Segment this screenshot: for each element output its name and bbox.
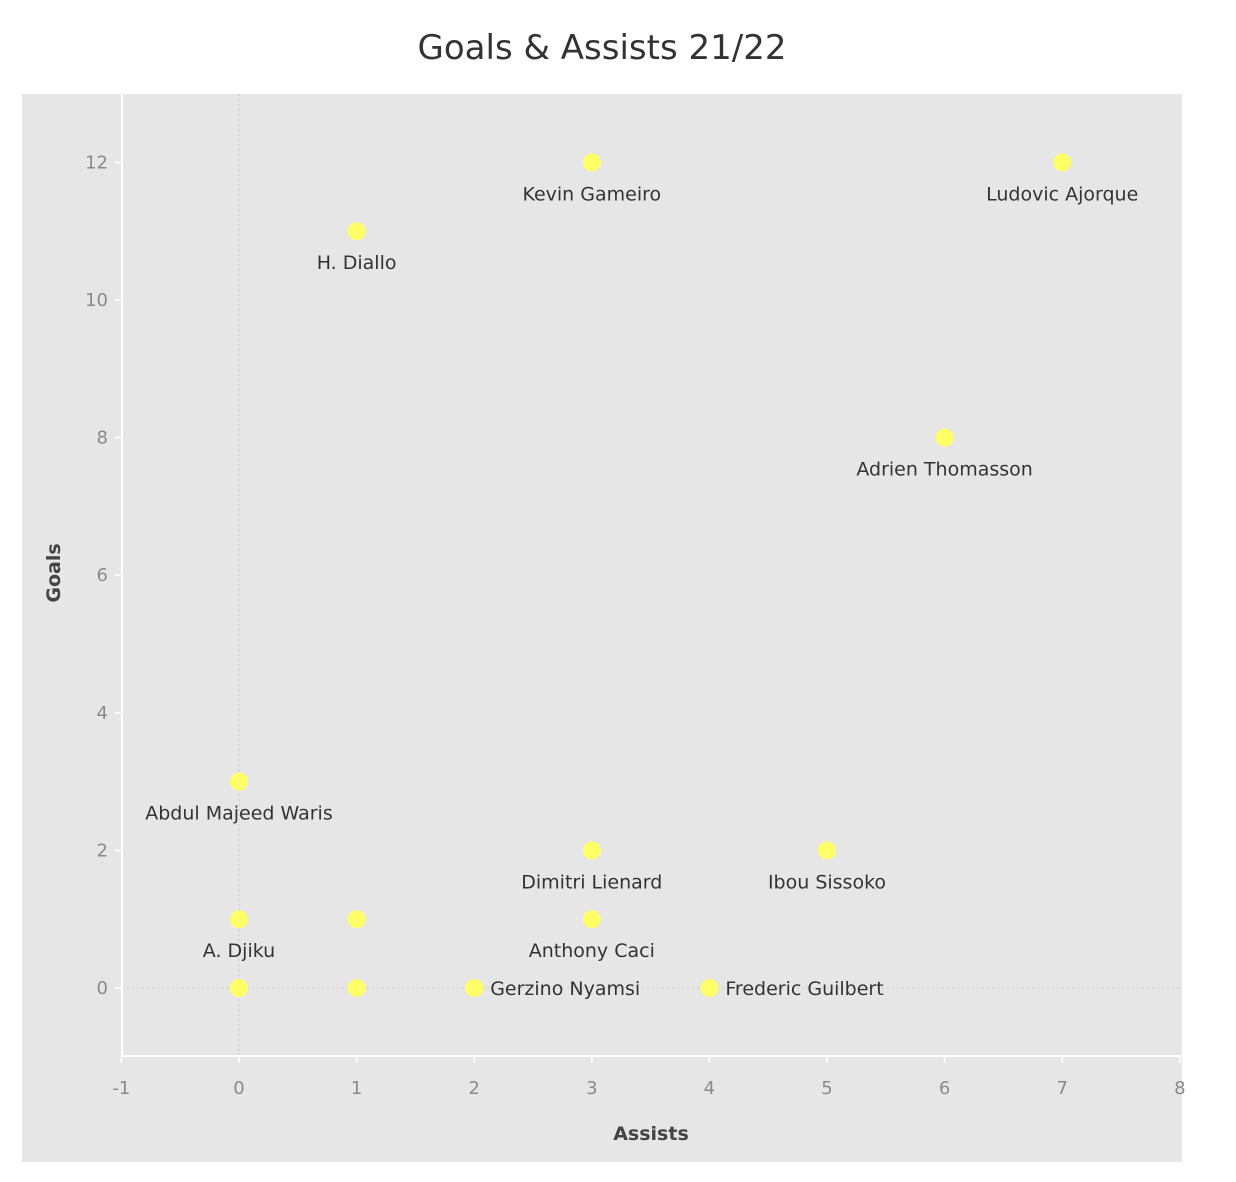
data-point[interactable]: [582, 153, 601, 172]
point-label: Adrien Thomasson: [856, 459, 1032, 481]
x-tick-label: 6: [939, 1078, 950, 1099]
point-label: Ludovic Ajorque: [986, 183, 1138, 205]
data-point[interactable]: [582, 841, 601, 860]
x-axis-ticks: -1 0 1 2 3 4 5 6 7 8: [112, 1056, 1186, 1099]
y-tick-label: 0: [97, 978, 108, 999]
x-axis-title: Assists: [613, 1123, 689, 1145]
data-points: [230, 153, 1072, 997]
data-point[interactable]: [818, 841, 836, 860]
point-label: Anthony Caci: [529, 940, 655, 962]
data-point[interactable]: [582, 910, 601, 929]
plot-background: [22, 94, 1182, 1162]
data-point[interactable]: [700, 979, 719, 997]
x-tick-label: 5: [821, 1078, 832, 1099]
data-point[interactable]: [230, 772, 248, 791]
data-point[interactable]: [230, 979, 248, 997]
x-tick-label: 3: [586, 1078, 597, 1099]
x-tick-label: 7: [1056, 1078, 1067, 1099]
y-tick-label: 8: [97, 428, 108, 449]
y-tick-label: 12: [85, 152, 108, 173]
point-label: Dimitri Lienard: [521, 871, 662, 893]
data-point[interactable]: [1053, 153, 1072, 172]
x-tick-label: 0: [233, 1078, 244, 1099]
point-label: Frederic Guilbert: [725, 978, 883, 1000]
point-label: Ibou Sissoko: [768, 871, 886, 893]
point-label: H. Diallo: [317, 252, 397, 274]
point-label: A. Djiku: [203, 940, 275, 962]
y-tick-label: 10: [85, 290, 108, 311]
data-point[interactable]: [347, 910, 366, 929]
x-tick-label: 8: [1174, 1078, 1185, 1099]
zero-lines: [122, 94, 1182, 1056]
y-axis-ticks: 0 2 4 6 8 10 12: [85, 152, 122, 999]
chart-title: Goals & Assists 21/22: [417, 28, 787, 68]
y-tick-label: 4: [97, 703, 108, 724]
data-point[interactable]: [935, 428, 954, 447]
x-tick-label: 1: [351, 1078, 362, 1099]
point-label: Gerzino Nyamsi: [490, 978, 640, 1000]
x-tick-label: 2: [468, 1078, 479, 1099]
point-labels: Kevin Gameiro Ludovic Ajorque H. Diallo Adr…: [145, 183, 1138, 1000]
data-point[interactable]: [347, 979, 366, 997]
point-label: Abdul Majeed Waris: [145, 803, 332, 825]
data-point[interactable]: [465, 979, 484, 997]
data-point[interactable]: [347, 222, 366, 241]
y-tick-label: 2: [97, 840, 108, 861]
y-tick-label: 6: [97, 565, 108, 586]
x-tick-label: 4: [704, 1078, 715, 1099]
data-point[interactable]: [230, 910, 248, 929]
point-label: Kevin Gameiro: [522, 183, 661, 205]
x-tick-label: -1: [112, 1078, 130, 1099]
y-axis-title: Goals: [43, 543, 65, 602]
